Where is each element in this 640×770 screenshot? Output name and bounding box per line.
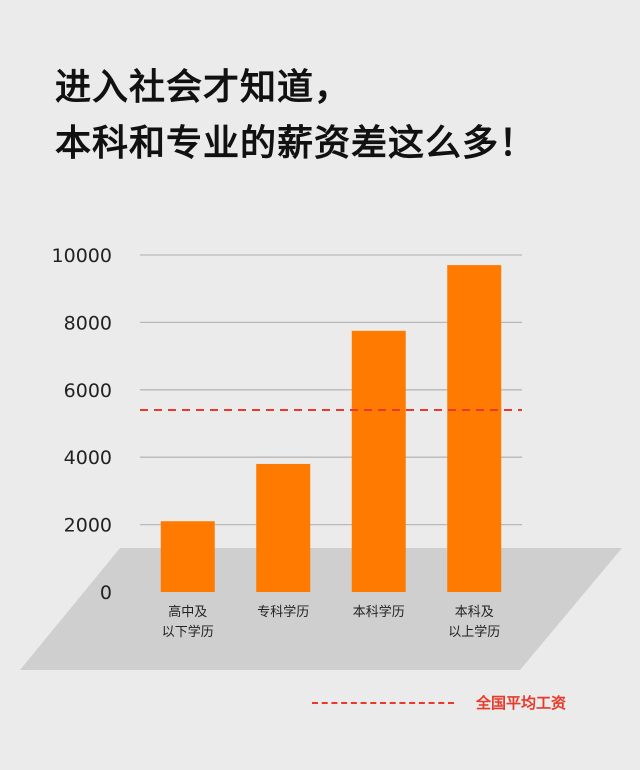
bar [351, 330, 406, 592]
x-category-label: 本科及 [455, 605, 494, 620]
x-category-label: 高中及 [168, 604, 207, 620]
page-title: 进入社会才知道， 本科和专业的薪资差这么多！ [55, 60, 536, 172]
y-tick-label: 0 [100, 582, 112, 604]
y-tick-label: 4000 [64, 447, 112, 469]
y-axis-ticks: 0 2000 4000 6000 8000 10000 [52, 245, 112, 604]
x-category-label: 本科学历 [353, 604, 405, 620]
bars [160, 265, 502, 592]
x-category-label: 专科学历 [257, 604, 309, 620]
bar [256, 463, 311, 592]
title-line-1: 进入社会才知道， [55, 67, 352, 108]
y-tick-label: 2000 [64, 515, 112, 537]
title-line-2: 本科和专业的薪资差这么多！ [55, 123, 537, 164]
x-category-label: 以上学历 [448, 624, 500, 640]
legend-label: 全国平均工资 [476, 694, 567, 712]
legend-dashed-line [312, 701, 454, 704]
bar [160, 521, 215, 592]
bar [447, 265, 502, 592]
chart-floor [20, 548, 622, 670]
y-tick-label: 6000 [64, 380, 112, 402]
x-category-label: 以下学历 [162, 624, 214, 640]
legend: 全国平均工资 [312, 692, 566, 713]
y-tick-label: 10000 [52, 245, 112, 267]
y-tick-label: 8000 [64, 312, 112, 334]
